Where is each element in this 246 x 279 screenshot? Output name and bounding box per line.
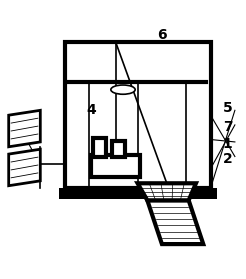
Text: 2: 2 (223, 152, 232, 166)
Text: 3: 3 (14, 113, 23, 127)
Text: 7: 7 (223, 120, 232, 134)
Bar (92, 138, 106, 157)
Text: 6: 6 (157, 28, 167, 42)
Polygon shape (138, 183, 196, 200)
Text: 5: 5 (223, 101, 232, 115)
Polygon shape (9, 149, 40, 186)
Polygon shape (9, 110, 40, 147)
Polygon shape (147, 200, 203, 244)
Bar (59, 188, 217, 199)
Bar (112, 141, 125, 157)
Ellipse shape (111, 85, 135, 94)
Bar (65, 42, 211, 188)
Text: 4: 4 (87, 103, 96, 117)
Bar (91, 155, 140, 177)
Text: 1: 1 (223, 137, 232, 151)
